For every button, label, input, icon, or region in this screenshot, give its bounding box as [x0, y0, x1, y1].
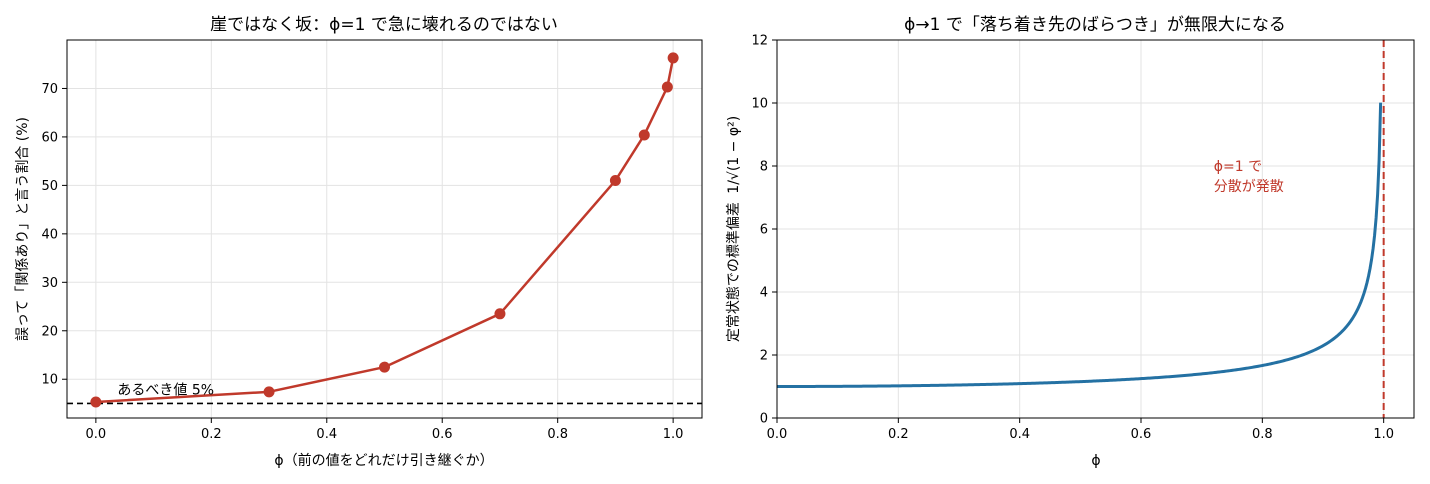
y-tick-label: 8: [760, 160, 768, 175]
data-point: [638, 129, 650, 141]
right-y-axis-label: 定常状態での標準偏差 1/√(1 − φ²): [726, 116, 742, 342]
y-tick-label: 10: [751, 97, 768, 112]
right-annotation-line-2: 分散が発散: [1214, 179, 1284, 195]
left-chart-title: 崖ではなく坂：ϕ=1 で急に壊れるのではない: [210, 15, 558, 35]
right-annotation: ϕ=1 で 分散が発散: [1214, 159, 1284, 195]
right-y-axis-label-formula: 1/√(1 − φ²): [726, 116, 742, 194]
data-point: [263, 386, 275, 398]
right-chart: ϕ→1 で「落ち着き先のばらつき」が無限大になる ϕ=1 で 分散が発散 0.0…: [726, 15, 1415, 469]
left-x-ticks: 0.0 0.2 0.4 0.6 0.8 1.0: [86, 418, 684, 442]
right-chart-title: ϕ→1 で「落ち着き先のばらつき」が無限大になる: [904, 15, 1286, 35]
right-grid: [776, 39, 1414, 419]
y-tick-label: 50: [41, 179, 58, 194]
left-y-ticks: 10 20 30 40 50 60 70: [41, 82, 67, 388]
y-tick-label: 40: [41, 227, 58, 242]
x-tick-label: 0.2: [888, 427, 909, 442]
data-point: [494, 308, 506, 320]
right-x-ticks: 0.0 0.2 0.4 0.6 0.8 1.0: [767, 418, 1394, 442]
y-tick-label: 12: [751, 34, 768, 49]
x-tick-label: 0.4: [316, 427, 337, 442]
left-annotation: あるべき値 5%: [117, 383, 214, 399]
right-annotation-line-1: ϕ=1 で: [1214, 159, 1262, 175]
y-tick-label: 20: [41, 324, 58, 339]
y-tick-label: 6: [760, 223, 768, 238]
y-tick-label: 4: [760, 286, 768, 301]
left-chart: 崖ではなく坂：ϕ=1 で急に壊れるのではない あるべき値 5% 0.0 0.2 0.…: [14, 15, 703, 469]
x-tick-label: 0.8: [547, 427, 568, 442]
y-tick-label: 30: [41, 276, 58, 291]
right-y-axis-label-text: 定常状態での標準偏差: [726, 202, 742, 342]
right-y-ticks: 0 2 4 6 8 10 12: [751, 34, 777, 427]
y-tick-label: 70: [41, 82, 58, 97]
y-tick-label: 0: [760, 412, 768, 427]
left-plot-frame: [66, 39, 703, 419]
x-tick-label: 0.0: [86, 427, 107, 442]
x-tick-label: 0.6: [1131, 427, 1152, 442]
data-point: [661, 81, 673, 93]
x-tick-label: 1.0: [663, 427, 684, 442]
data-point: [667, 52, 679, 64]
x-tick-label: 0.4: [1009, 427, 1030, 442]
data-point: [90, 396, 102, 408]
left-x-axis-label: ϕ（前の値をどれだけ引き継ぐか）: [274, 452, 493, 469]
y-tick-label: 60: [41, 130, 58, 145]
right-x-axis-label: ϕ: [1091, 453, 1100, 469]
x-tick-label: 1.0: [1373, 427, 1394, 442]
series-line: [95, 57, 675, 404]
data-point: [609, 175, 621, 187]
data-point: [379, 361, 390, 373]
series-curve: [777, 102, 1383, 388]
right-series: [777, 102, 1383, 388]
y-tick-label: 10: [41, 373, 58, 388]
left-series: [90, 52, 679, 408]
x-tick-label: 0.0: [767, 427, 788, 442]
left-y-axis-label: 誤って「関係あり」と言う割合 (%): [14, 117, 31, 341]
x-tick-label: 0.2: [201, 427, 222, 442]
x-tick-label: 0.8: [1252, 427, 1273, 442]
left-grid: [67, 40, 702, 418]
x-tick-label: 0.6: [432, 427, 453, 442]
y-tick-label: 2: [760, 349, 768, 364]
